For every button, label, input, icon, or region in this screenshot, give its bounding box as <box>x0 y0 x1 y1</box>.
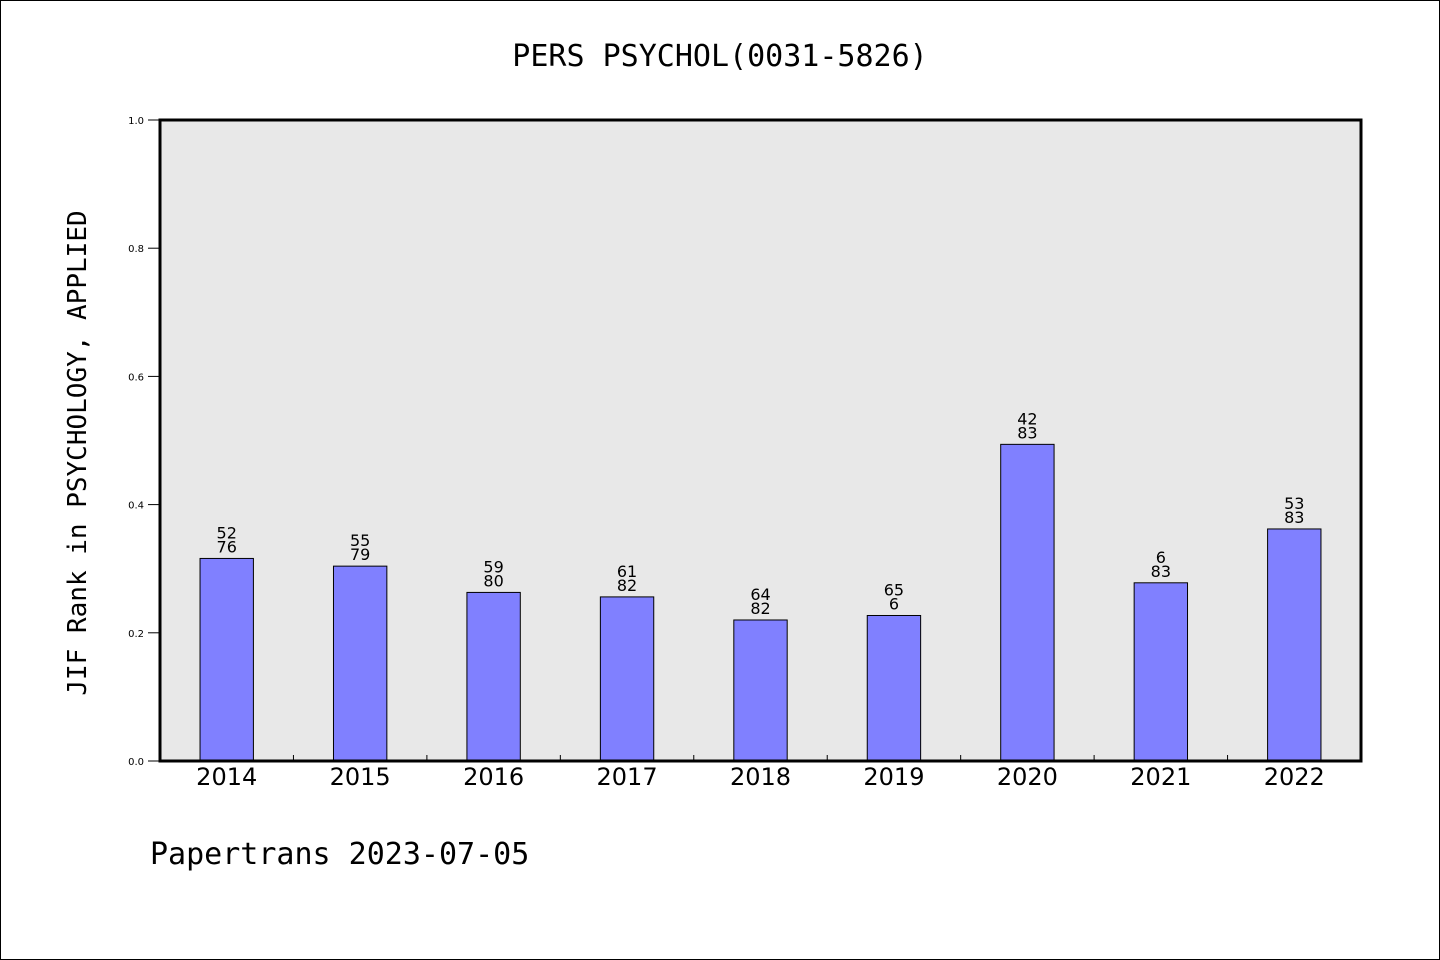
bar-label-top: 52 <box>217 523 237 542</box>
bar-label-top: 53 <box>1284 494 1304 513</box>
x-tick-label: 2022 <box>1264 763 1325 791</box>
y-axis: 0.0 0.2 0.4 0.6 0.8 1.0 <box>128 116 160 768</box>
bar-label-top: 59 <box>483 557 503 576</box>
bar-label-bottom: 76 <box>217 537 237 556</box>
bar-label-top: 55 <box>350 531 370 550</box>
y-tick-label: 1.0 <box>128 116 144 127</box>
x-tick-label: 2021 <box>1130 763 1191 791</box>
x-tick-label: 2015 <box>330 763 391 791</box>
bar-label-bottom: 82 <box>617 576 637 595</box>
x-tick-label: 2020 <box>997 763 1058 791</box>
bar-2022 <box>1267 528 1322 762</box>
bar-label-bottom: 80 <box>483 571 503 590</box>
bar-label-bottom: 6 <box>889 594 899 613</box>
bar-label-top: 65 <box>884 580 904 599</box>
bar-label-bottom: 83 <box>1284 508 1304 527</box>
x-tick-label: 2018 <box>730 763 791 791</box>
bar-label-bottom: 79 <box>350 545 370 564</box>
bar-label-top: 61 <box>617 562 637 581</box>
bar-2019 <box>866 614 922 762</box>
bar-2021 <box>1133 582 1189 762</box>
bar-2018 <box>733 619 788 762</box>
bar-2016 <box>466 591 521 762</box>
chart-title: PERS PSYCHOL(0031-5826) <box>512 39 927 74</box>
x-tick-label: 2019 <box>863 763 924 791</box>
x-tick-label: 2016 <box>463 763 524 791</box>
y-tick-label: 0.0 <box>128 757 144 768</box>
footer-text: Papertrans 2023-07-05 <box>150 837 529 872</box>
plot-border <box>158 118 1363 763</box>
bar-label-top: 64 <box>750 585 770 604</box>
bar-2020 <box>1000 443 1055 762</box>
bar-2017 <box>599 596 655 762</box>
bar-2015 <box>332 565 388 762</box>
x-axis: 2014 2015 2016 2017 2018 2019 2020 2021 2022 <box>196 755 1325 791</box>
y-tick-label: 0.4 <box>128 501 144 512</box>
bar-label-top: 42 <box>1017 409 1037 428</box>
bar-label-top: 6 <box>1156 548 1166 567</box>
y-tick-label: 0.2 <box>128 629 144 640</box>
bar-label-bottom: 83 <box>1017 423 1037 442</box>
bar-label-bottom: 83 <box>1151 562 1171 581</box>
bars-layer <box>199 443 1322 762</box>
bar-2014 <box>199 557 254 762</box>
x-tick-label: 2017 <box>597 763 658 791</box>
y-tick-label: 0.6 <box>128 372 144 383</box>
bar-label-bottom: 82 <box>750 599 770 618</box>
x-tick-label: 2014 <box>196 763 257 791</box>
y-tick-label: 0.8 <box>128 244 144 255</box>
y-axis-label: JIF Rank in PSYCHOLOGY, APPLIED <box>63 210 93 695</box>
